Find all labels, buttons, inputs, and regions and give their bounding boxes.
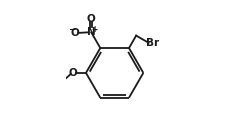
Text: N: N bbox=[87, 27, 95, 37]
Text: O: O bbox=[87, 14, 95, 24]
Text: Br: Br bbox=[146, 38, 159, 48]
Text: −: − bbox=[68, 25, 75, 34]
Text: O: O bbox=[70, 28, 79, 38]
Text: +: + bbox=[91, 25, 97, 34]
Text: O: O bbox=[69, 68, 77, 78]
